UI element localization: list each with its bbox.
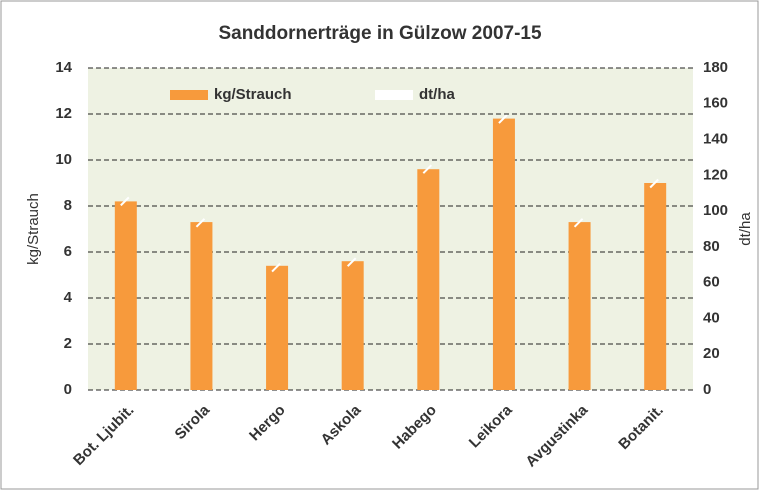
- dt-ha-marker: [271, 262, 281, 273]
- y-tick-label: 4: [64, 289, 73, 306]
- y2-tick-label: 160: [703, 95, 728, 112]
- bar: [568, 222, 591, 390]
- dt-ha-marker: [346, 257, 357, 267]
- legend-label: dt/ha: [419, 86, 455, 103]
- y-tick-label: 6: [64, 243, 72, 260]
- y2-tick-label: 100: [703, 202, 728, 219]
- y2-axis-label: dt/ha: [737, 212, 754, 246]
- y2-tick-label: 40: [703, 309, 720, 326]
- dt-ha-marker: [573, 218, 584, 228]
- legend-swatch: [170, 90, 208, 100]
- y2-tick-label: 0: [703, 381, 711, 398]
- dt-ha-marker: [422, 164, 433, 174]
- y-tick-label: 0: [64, 381, 72, 398]
- dt-ha-marker: [195, 218, 206, 228]
- y-tick-label: 8: [64, 197, 72, 214]
- bar: [417, 169, 440, 390]
- bar: [190, 222, 213, 390]
- dt-ha-marker: [649, 178, 659, 189]
- plot-area: [88, 68, 693, 390]
- dt-ha-marker: [120, 196, 130, 207]
- y-tick-label: 14: [55, 59, 72, 76]
- legend-label: kg/Strauch: [214, 86, 292, 103]
- y2-tick-label: 120: [703, 166, 728, 183]
- chart-title: Sanddornerträge in Gülzow 2007-15: [218, 23, 542, 44]
- y2-tick-label: 180: [703, 59, 728, 76]
- y2-tick-label: 60: [703, 274, 720, 291]
- y-tick-label: 10: [55, 151, 72, 168]
- y-tick-label: 12: [55, 105, 72, 122]
- bar: [341, 261, 364, 390]
- bar: [492, 118, 515, 390]
- y2-tick-label: 20: [703, 345, 720, 362]
- y-tick-label: 2: [64, 335, 72, 352]
- bar: [644, 183, 667, 390]
- y-axis-label: kg/Strauch: [25, 193, 42, 265]
- dt-ha-marker: [498, 114, 508, 124]
- y2-tick-label: 80: [703, 238, 720, 255]
- bar: [266, 265, 289, 390]
- y2-tick-label: 140: [703, 131, 728, 148]
- legend-swatch: [375, 90, 413, 100]
- bar: [114, 201, 137, 390]
